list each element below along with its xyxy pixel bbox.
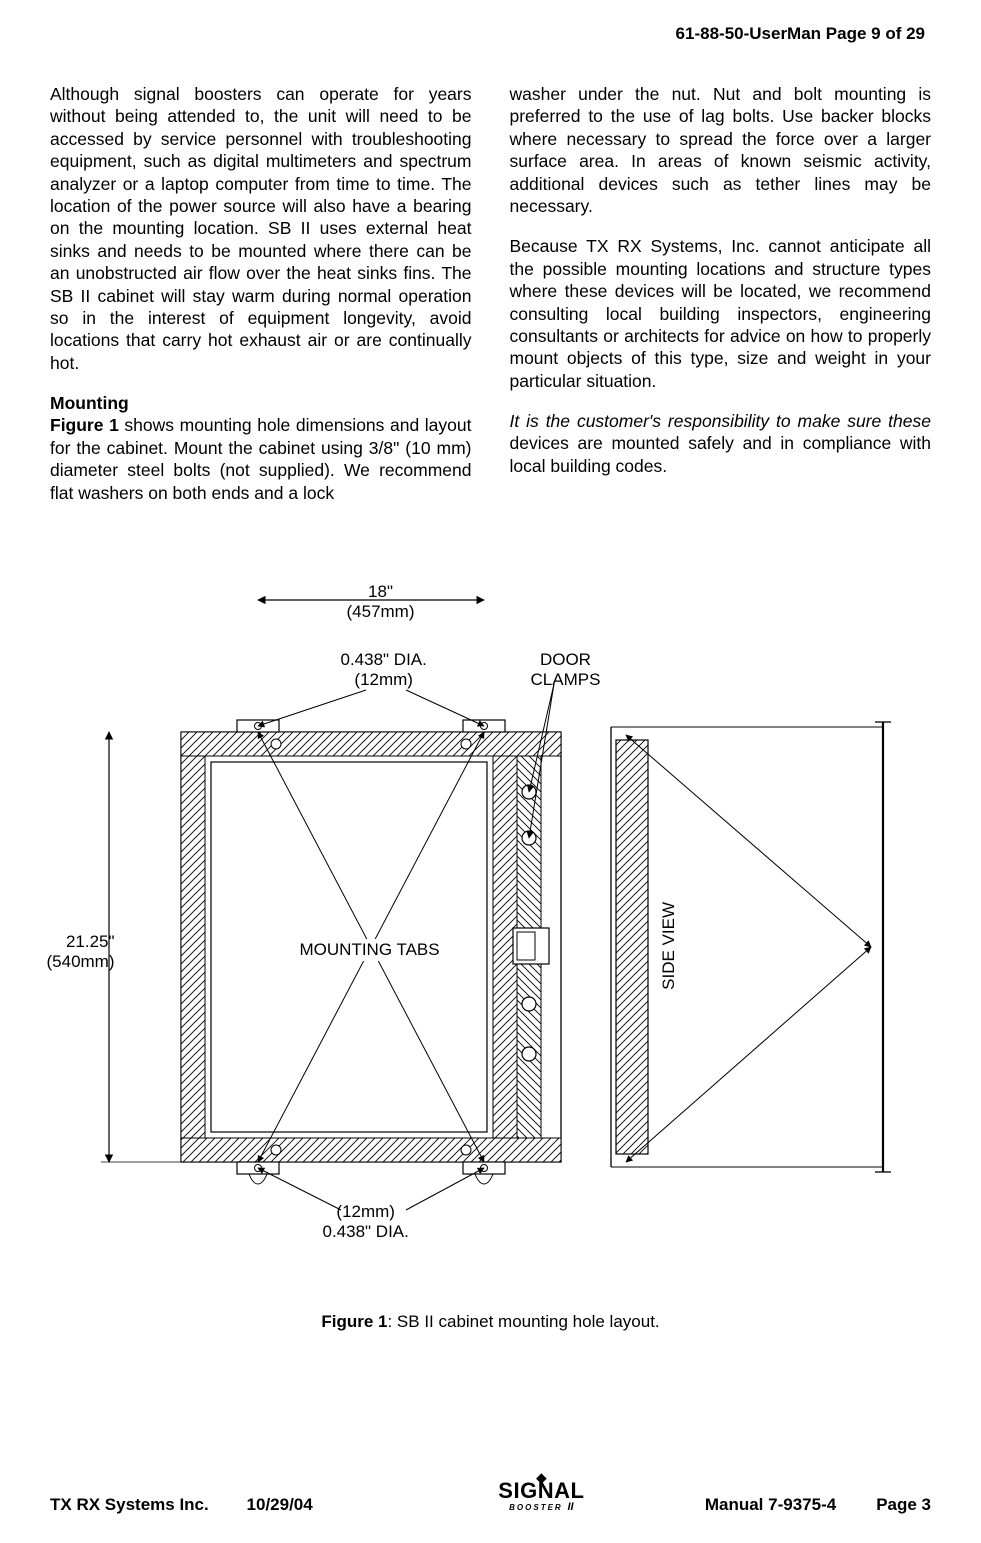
dim-top-hole: 0.438" DIA. (12mm): [341, 650, 427, 689]
column-right: washer under the nut. Nut and bolt mount…: [510, 83, 932, 522]
logo-main: SIGNAL: [498, 1478, 584, 1503]
para-responsibility-rest: devices are mounted safely and in compli…: [510, 433, 932, 475]
logo-ii: II: [567, 1501, 573, 1513]
para-responsibility: It is the customer's responsibility to m…: [510, 410, 932, 477]
footer-manual: Manual 7-9375-4: [640, 1495, 877, 1515]
dim-height-in: 21.25": [66, 932, 115, 951]
dim-height: 21.25" (540mm): [47, 932, 115, 971]
para-washer: washer under the nut. Nut and bolt mount…: [510, 83, 932, 217]
para-intro: Although signal boosters can operate for…: [50, 83, 472, 374]
dim-bottom-hole: (12mm) 0.438" DIA.: [323, 1202, 409, 1241]
figure-svg: [51, 582, 931, 1282]
dim-width-in: 18": [368, 582, 393, 601]
footer-date: 10/29/04: [247, 1495, 444, 1515]
label-door-clamps: DOOR CLAMPS: [531, 650, 601, 689]
dim-top-hole-in: 0.438" DIA.: [341, 650, 427, 669]
heading-mounting: Mounting: [50, 393, 129, 413]
page-footer: TX RX Systems Inc. 10/29/04 ◆ SIGNAL BOO…: [0, 1471, 981, 1515]
footer-company: TX RX Systems Inc.: [50, 1495, 247, 1515]
figure-caption-num: Figure 1: [321, 1312, 387, 1331]
dim-width-mm: (457mm): [347, 602, 415, 621]
para-txrx: Because TX RX Systems, Inc. cannot antic…: [510, 235, 932, 392]
footer-page: Page 3: [876, 1495, 931, 1515]
para-responsibility-emph: It is the customer's responsibility to m…: [510, 411, 932, 431]
label-mounting-tabs: MOUNTING TABS: [297, 939, 443, 961]
dim-bottom-hole-in: 0.438" DIA.: [323, 1222, 409, 1241]
para-mounting: Mounting Figure 1 shows mounting hole di…: [50, 392, 472, 504]
footer-logo: ◆ SIGNAL BOOSTER II: [443, 1471, 640, 1515]
dim-width: 18" (457mm): [347, 582, 415, 621]
figure-ref: Figure 1: [50, 415, 119, 435]
dim-bottom-hole-mm: (12mm): [336, 1202, 395, 1221]
column-left: Although signal boosters can operate for…: [50, 83, 472, 522]
label-side-view: SIDE VIEW: [659, 902, 679, 990]
body-columns: Although signal boosters can operate for…: [50, 83, 931, 522]
dim-top-hole-mm: (12mm): [354, 670, 413, 689]
header-doc-id: 61-88-50-UserMan Page 9 of 29: [676, 24, 925, 44]
logo-sub: BOOSTER: [509, 1503, 563, 1512]
dim-height-mm: (540mm): [47, 952, 115, 971]
figure-caption: Figure 1: SB II cabinet mounting hole la…: [50, 1312, 931, 1332]
figure-1: 18" (457mm) 0.438" DIA. (12mm) DOOR CLAM…: [51, 582, 931, 1282]
figure-caption-text: : SB II cabinet mounting hole layout.: [387, 1312, 659, 1331]
